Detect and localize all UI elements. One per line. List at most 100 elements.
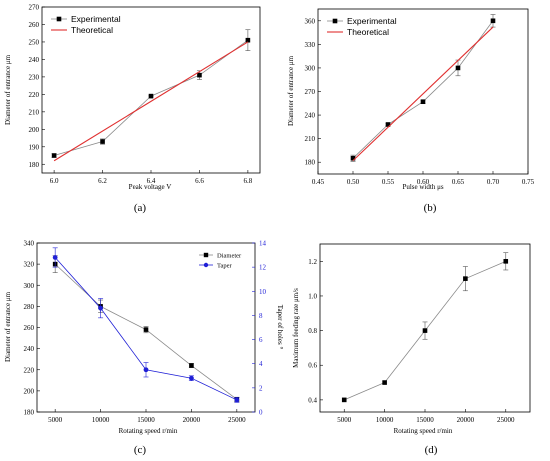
y2-axis-label: Taper of holes ° (276, 305, 284, 350)
data-point (234, 397, 240, 403)
y-tick-label: 260 (24, 324, 35, 332)
legend-label: Diameter (217, 253, 242, 260)
x-tick-label: 0.75 (522, 178, 535, 186)
chart-panel-3: 5000 10000 15000 20000 250001802002202402602… (4, 240, 284, 457)
y-tick-label: 220 (29, 91, 40, 99)
legend-swatch-marker (332, 18, 338, 24)
x-tick-label: 10000 (376, 416, 394, 424)
y-tick-label: 300 (305, 64, 316, 72)
y2-tick-label: 4 (259, 360, 263, 368)
y-tick-label: 240 (305, 112, 316, 120)
x-tick-label: 6.8 (244, 177, 253, 185)
x-tick-label: 15000 (416, 416, 434, 424)
x-tick-label: 25000 (497, 416, 515, 424)
y-tick-label: 200 (24, 387, 35, 395)
x-tick-label: 0.55 (382, 178, 395, 186)
theoretical-line-theoretical (53, 41, 249, 162)
x-tick-label: 5000 (337, 416, 352, 424)
y-tick-label: 270 (305, 88, 316, 96)
y-tick-label: 190 (29, 143, 40, 151)
chart-panel-1: 6.0 6.2 6.4 6.6 6.8 180 190 200 210 220 230 240 250 2… (4, 4, 261, 214)
y-tick-label: 240 (29, 56, 40, 64)
data-point (382, 380, 387, 385)
data-point (341, 397, 347, 403)
x-tick-label: 20000 (457, 416, 475, 424)
x-tick-label: 0.65 (452, 178, 465, 186)
x-tick-label: 0.50 (347, 178, 360, 186)
y-tick-label: 0.6 (308, 362, 317, 370)
y-tick-label: 180 (305, 159, 316, 167)
y-tick-label: 210 (29, 108, 40, 116)
data-point (51, 153, 57, 158)
data-point (143, 367, 149, 373)
y-axis-label: Diameter of entrance μm (4, 54, 12, 125)
y-tick-label: 230 (29, 73, 40, 81)
x-tick-label: 6.0 (50, 177, 59, 185)
data-point (148, 93, 154, 99)
y2-tick-label: 14 (259, 240, 267, 248)
x-tick-label: 25000 (228, 416, 246, 424)
theoretical-line-theoretical (352, 26, 494, 162)
y-tick-label: 220 (24, 366, 35, 374)
y-tick-label: 210 (305, 135, 316, 143)
legend-swatch-marker (56, 16, 62, 22)
y-tick-label: 1.2 (308, 258, 317, 266)
chart-panel-2: 0.45 0.50 0.55 0.60 0.65 0.70 0.75 180 210 240 270… (287, 8, 535, 214)
x-axis-label: Pulse width μs (402, 183, 443, 191)
data-point (490, 18, 496, 24)
y2-tick-label: 12 (259, 264, 267, 272)
y2-tick-label: 6 (259, 336, 263, 344)
y-axis-label: Maximum feeding rate μm/s (292, 288, 300, 368)
y-tick-label: 330 (305, 41, 316, 49)
y-tick-label: 0.8 (308, 327, 317, 335)
data-point (350, 155, 356, 161)
data-point (385, 122, 391, 127)
x-tick-label: 0.45 (312, 178, 325, 186)
x-tick-label: 6.4 (147, 177, 156, 185)
y2-tick-label: 2 (259, 384, 263, 392)
data-point (245, 37, 251, 43)
y-axis-label: Diameter of entrance μm (287, 55, 295, 126)
x-tick-label: 0.70 (487, 178, 500, 186)
y-tick-label: 250 (29, 38, 40, 46)
data-point (422, 328, 428, 333)
y-tick-label: 360 (305, 17, 316, 25)
x-tick-label: 6.6 (195, 177, 204, 185)
chart-panel-4: 5000 10000 15000 20000 25000 0.4 0.6 0.8 1.0 1.2 R… (292, 243, 531, 456)
y-tick-label: 300 (24, 282, 35, 290)
panel-caption: (d) (425, 444, 438, 456)
data-point (189, 363, 194, 368)
data-point (197, 72, 202, 78)
y2-tick-label: 10 (259, 288, 267, 296)
legend-label: Experimental (71, 14, 121, 24)
y-tick-label: 180 (29, 161, 40, 169)
x-tick-label: 0.60 (417, 178, 430, 186)
legend-swatch-marker (203, 252, 209, 258)
y-tick-label: 260 (29, 21, 40, 29)
data-point (98, 305, 103, 311)
x-tick-label: 10000 (92, 416, 110, 424)
data-point (463, 276, 468, 281)
y-tick-label: 1.0 (308, 292, 317, 300)
y-tick-label: 240 (24, 345, 35, 353)
data-point (503, 259, 509, 264)
x-tick-label: 15000 (137, 416, 155, 424)
x-axis-label: Rotating speed r/min (394, 427, 453, 435)
x-tick-label: 6.2 (98, 177, 107, 185)
y-tick-label: 340 (24, 240, 35, 248)
y-tick-label: 280 (24, 303, 35, 311)
y2-tick-label: 8 (259, 312, 263, 320)
panel-caption: (c) (134, 444, 147, 456)
data-point (455, 65, 461, 71)
legend-label: Theoretical (71, 25, 113, 35)
data-point (420, 99, 426, 105)
x-axis-label: Rotating speed r/min (119, 427, 178, 435)
y-tick-label: 320 (24, 261, 35, 269)
legend-swatch-marker (203, 262, 209, 268)
panel-caption: (a) (134, 202, 147, 214)
data-point (100, 139, 105, 144)
y2-tick-label: 0 (259, 409, 263, 417)
x-axis-label: Peak voltage V (129, 183, 172, 191)
y-tick-label: 200 (29, 126, 40, 134)
